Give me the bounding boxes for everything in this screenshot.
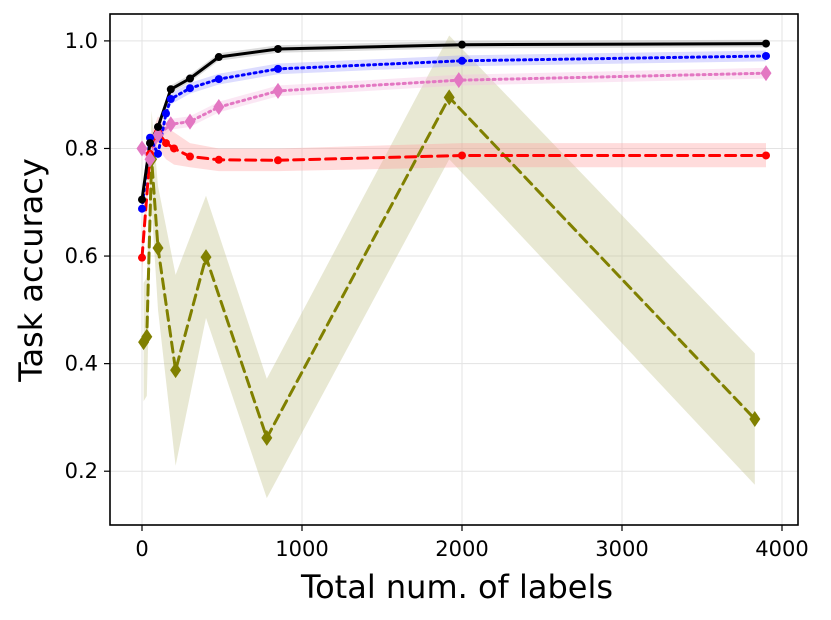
x-tick-label: 0 (135, 537, 148, 561)
y-axis-ticks: 0.2 0.4 0.6 0.8 1.0 (65, 29, 110, 483)
point-blue-dotted (154, 149, 162, 158)
y-tick-label: 0.2 (65, 459, 98, 483)
band-pink-dotted (142, 67, 766, 165)
point-pink-dotted (760, 65, 772, 82)
band-red-dashed (142, 116, 766, 274)
point-pink-dotted (136, 140, 148, 157)
plot-frame (109, 13, 799, 526)
x-tick-label: 4000 (755, 537, 808, 561)
point-black-solid (138, 195, 146, 204)
point-black-solid (186, 74, 194, 83)
point-red-dashed (162, 139, 170, 148)
point-pink-dotted (272, 82, 284, 99)
point-pink-dotted (213, 99, 225, 116)
y-tick-label: 0.6 (65, 244, 98, 268)
point-blue-dotted (214, 75, 223, 84)
point-red-dashed (186, 152, 194, 161)
point-black-solid (154, 122, 162, 131)
point-black-solid (458, 40, 466, 49)
point-blue-dotted (166, 94, 175, 103)
point-red-dashed (214, 155, 223, 164)
line-blue-dotted (140, 54, 768, 211)
x-axis-label: Total num. of labels (300, 568, 613, 606)
point-blue-dotted (138, 204, 146, 213)
point-black-solid (214, 53, 223, 62)
x-axis-ticks: 0 1000 2000 3000 4000 (135, 525, 809, 561)
x-tick-label: 2000 (435, 537, 488, 561)
point-blue-dotted (458, 56, 466, 65)
series-markers (136, 39, 772, 446)
y-tick-label: 0.8 (65, 136, 98, 160)
gridlines (110, 14, 798, 525)
point-olive-dashed (261, 429, 273, 446)
point-olive-dashed (152, 239, 164, 256)
point-blue-dotted (274, 64, 282, 73)
point-pink-dotted (165, 116, 177, 133)
point-black-solid (274, 44, 282, 53)
point-red-dashed (274, 156, 282, 165)
point-pink-dotted (152, 127, 164, 144)
point-red-dashed (762, 151, 770, 160)
y-tick-label: 0.4 (65, 352, 98, 376)
point-olive-dashed (749, 411, 761, 428)
point-blue-dotted (762, 51, 770, 60)
point-red-dashed (170, 144, 178, 153)
point-olive-dashed (443, 89, 455, 106)
point-pink-dotted (144, 151, 156, 168)
x-tick-label: 3000 (595, 537, 648, 561)
y-axis-label: Task accuracy (12, 158, 50, 383)
point-pink-dotted (453, 72, 465, 89)
point-olive-dashed (141, 328, 153, 345)
x-tick-label: 1000 (275, 537, 328, 561)
point-black-solid (146, 139, 154, 148)
y-tick-label: 1.0 (65, 29, 98, 53)
point-pink-dotted (184, 113, 196, 130)
point-red-dashed (138, 253, 146, 262)
point-blue-dotted (162, 109, 170, 118)
point-red-dashed (458, 151, 466, 160)
point-olive-dashed (200, 249, 212, 266)
point-black-solid (762, 39, 770, 48)
point-olive-dashed (170, 362, 182, 379)
point-blue-dotted (186, 84, 194, 93)
line-olive-dashed (142, 95, 757, 440)
point-black-solid (166, 85, 175, 94)
